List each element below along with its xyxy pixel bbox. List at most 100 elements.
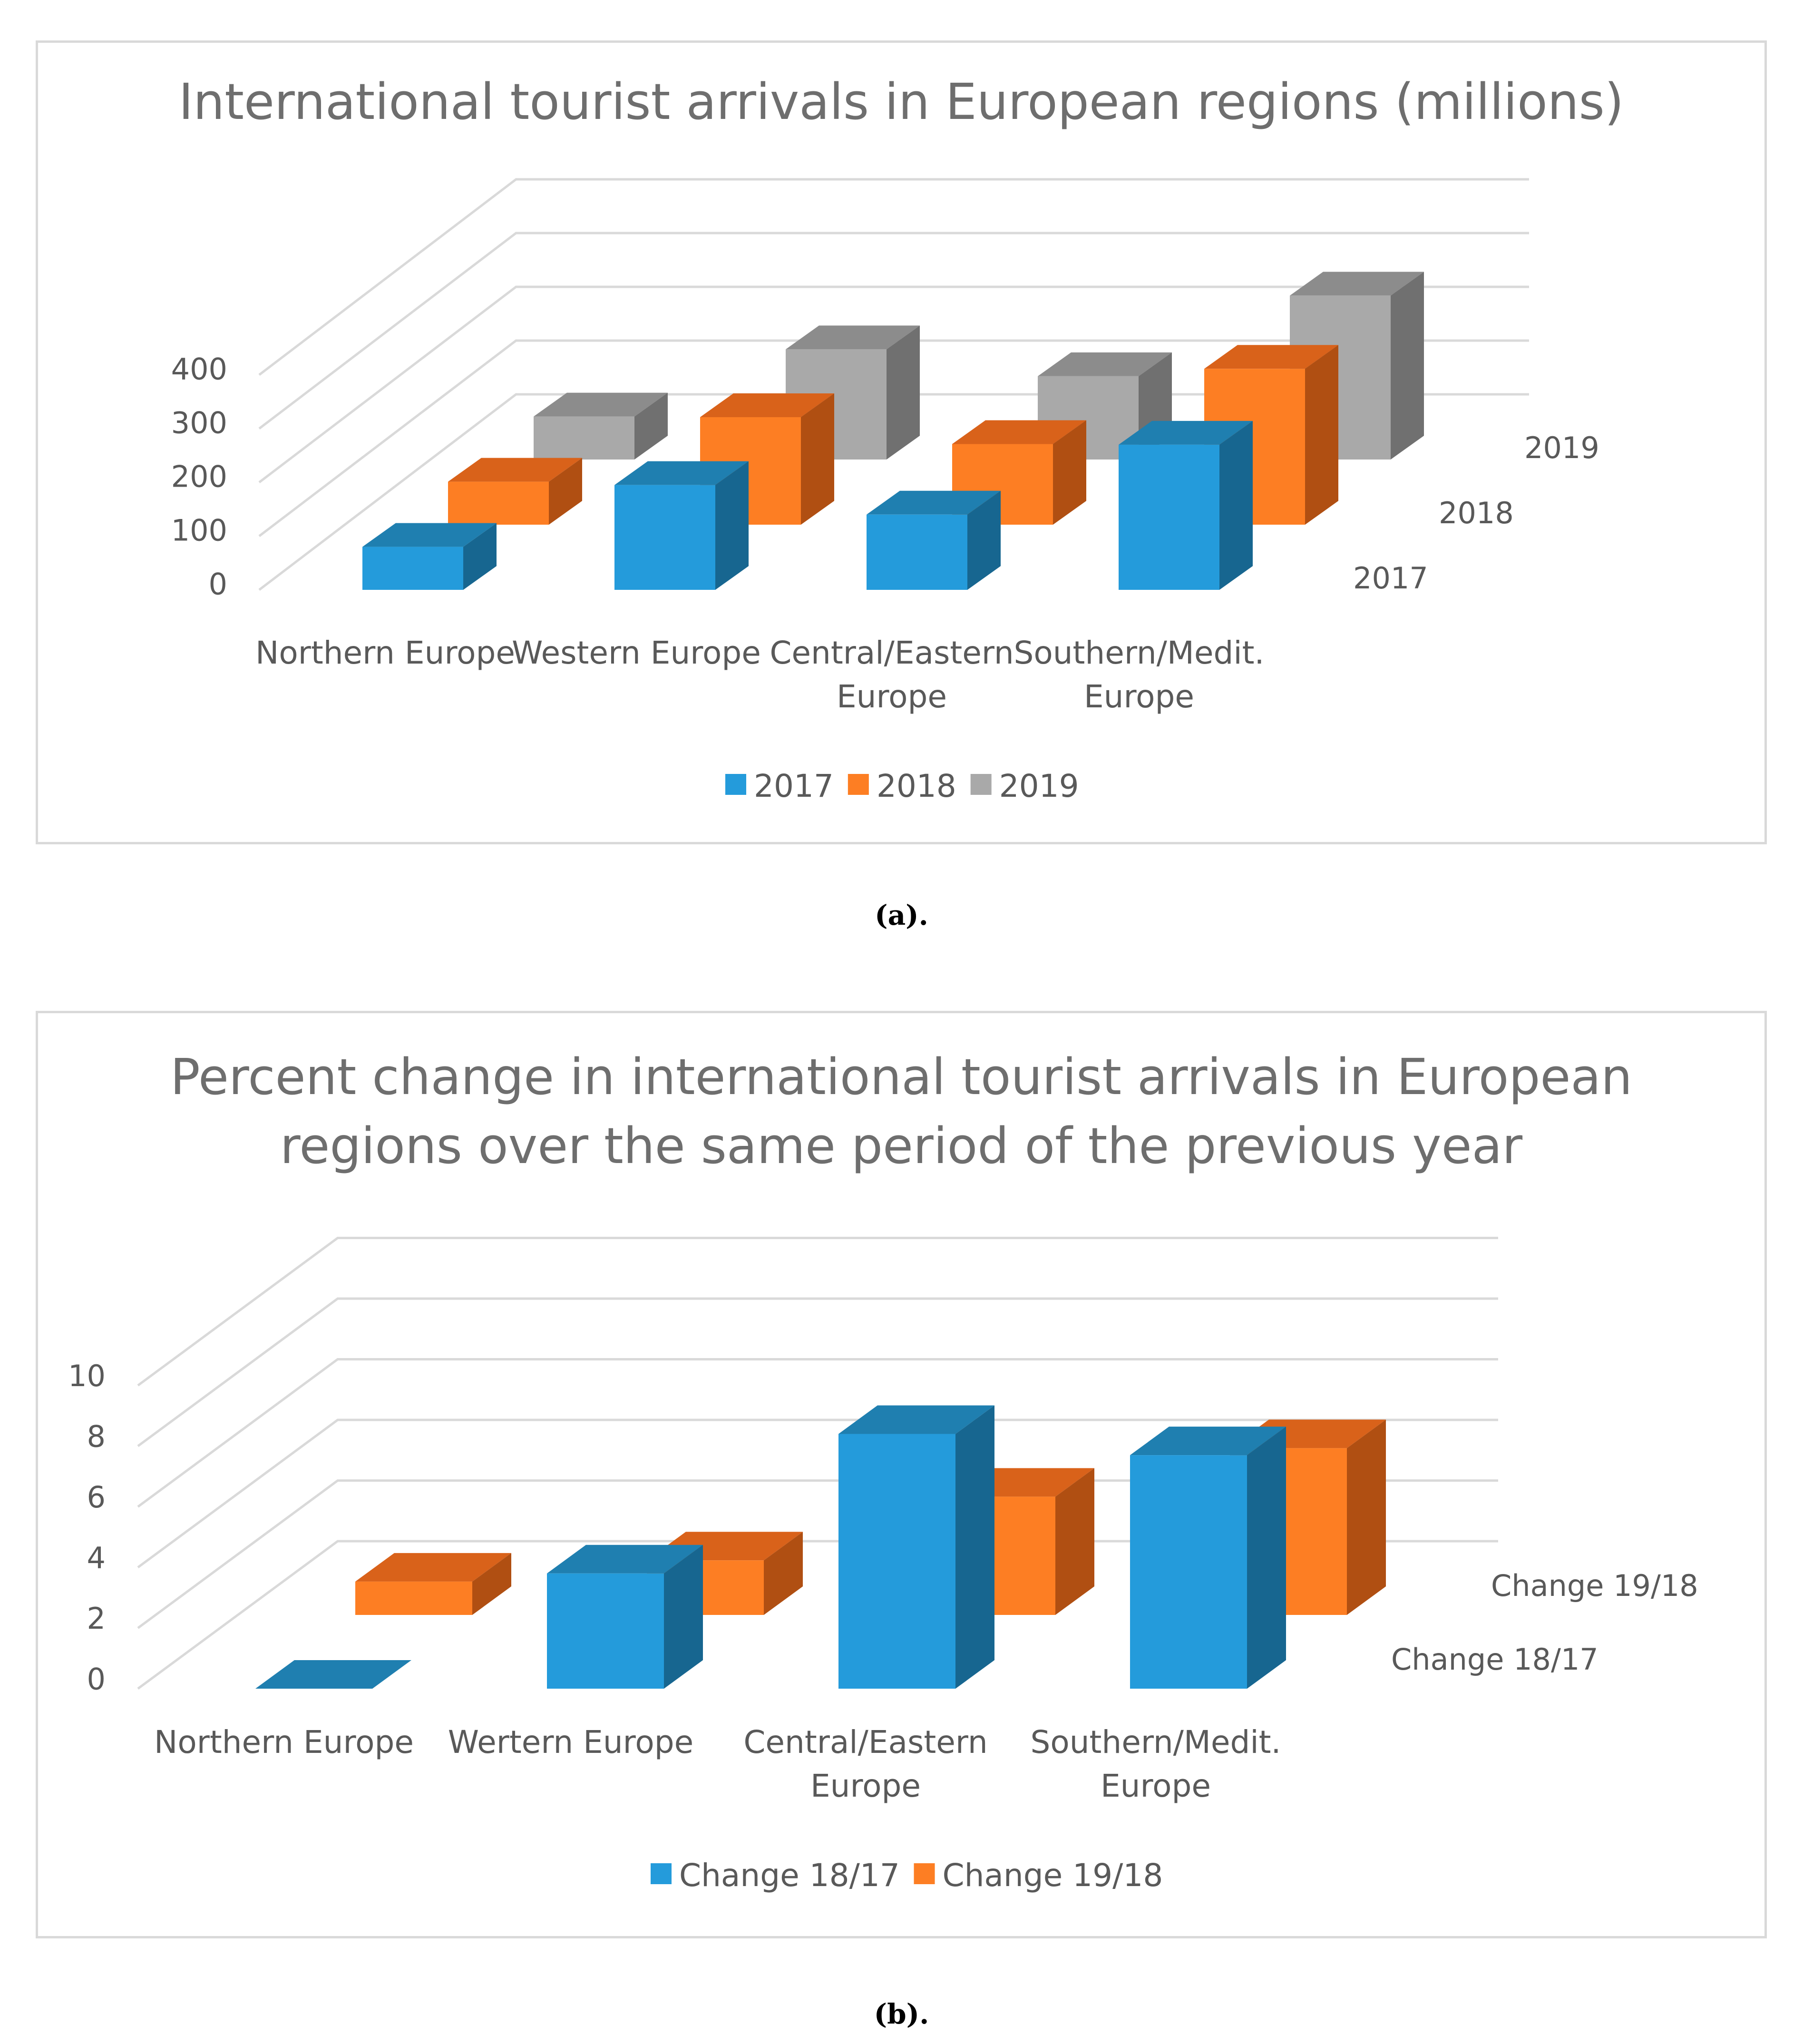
depth-label-1: 2018: [1439, 496, 1514, 530]
bar-side-face: [1055, 1468, 1094, 1615]
bar-side-face: [664, 1545, 703, 1689]
bar-front-face: [614, 485, 715, 590]
gridline-0: [258, 393, 1529, 591]
category-label-2-1: Europe: [837, 678, 947, 715]
bar-top-face: [448, 458, 582, 482]
depth-label-1: Change 19/18: [1491, 1568, 1698, 1603]
gridline-6: [137, 1358, 1498, 1508]
category-label-3-1: Europe: [1084, 678, 1194, 715]
chart-a-y-axis: 0 100 200 300 400: [171, 352, 227, 602]
gridline-400: [258, 178, 1529, 376]
bar-front-face: [448, 481, 549, 525]
bar-front-face: [867, 514, 967, 590]
y-tick-label-6: 6: [87, 1480, 106, 1515]
bar-change-19-18-0: [355, 1553, 511, 1615]
gridline-4: [137, 1418, 1498, 1569]
bar-change-18-17-2: [838, 1405, 994, 1689]
bar-front-face: [547, 1573, 664, 1689]
legend-label-1: 2018: [877, 768, 956, 804]
category-label-3-1: Europe: [1101, 1768, 1211, 1804]
bar-side-face: [887, 325, 920, 460]
legend-swatch-2: [970, 774, 992, 795]
caption-b: (b).: [874, 1998, 929, 2030]
bar-side-face: [1305, 345, 1338, 525]
bar-front-face: [1130, 1455, 1247, 1689]
bar-2017-3: [1119, 421, 1253, 590]
legend-swatch-0: [725, 774, 746, 795]
bar-top-face: [1119, 421, 1253, 445]
category-label-0-0: Northern Europe: [255, 635, 515, 671]
bar-side-face: [955, 1405, 994, 1689]
gridline-10: [137, 1237, 1498, 1387]
bar-side-face: [634, 392, 668, 460]
y-tick-label-200: 200: [171, 460, 227, 494]
gridline-0: [137, 1540, 1498, 1690]
bar-top-face: [952, 420, 1086, 444]
bar-side-face: [472, 1553, 511, 1615]
gridline-100: [258, 339, 1529, 537]
chart-a-legend: 2017 2018 2019: [725, 768, 1079, 804]
depth-label-0: 2017: [1353, 561, 1428, 596]
chart-b-title-line-1: Percent change in international tourist …: [170, 1048, 1632, 1106]
bar-side-face: [1219, 421, 1253, 590]
depth-label-0: Change 18/17: [1391, 1642, 1598, 1677]
depth-label-2: 2019: [1524, 430, 1599, 465]
bar-front-face: [362, 547, 463, 590]
category-label-1-0: Wertern Europe: [448, 1724, 694, 1760]
bar-side-face: [967, 490, 1001, 590]
bar-top-face: [614, 461, 749, 485]
y-tick-label-8: 8: [87, 1419, 106, 1454]
bar-2017-2: [867, 490, 1001, 590]
bar-top-face: [1204, 345, 1338, 369]
legend-label-2: 2019: [999, 768, 1079, 804]
bar-side-face: [1247, 1427, 1286, 1689]
y-tick-label-0: 0: [87, 1662, 106, 1697]
bar-side-face: [1391, 272, 1424, 460]
category-label-2-0: Central/Eastern: [770, 635, 1014, 671]
chart-b-y-axis: 0 2 4 6 8 10: [68, 1359, 106, 1697]
y-tick-label-0: 0: [209, 567, 227, 602]
bar-change-18-17-0: [255, 1660, 411, 1689]
chart-b-depth-axis: Change 18/17 Change 19/18: [1391, 1568, 1698, 1677]
bar-change-18-17-1: [547, 1545, 703, 1689]
bar-top-face: [1038, 352, 1172, 376]
chart-a-bars: [362, 272, 1424, 590]
category-label-1-0: Western Europe: [512, 635, 761, 671]
bar-front-face: [534, 416, 634, 460]
bar-side-face: [1053, 420, 1086, 525]
bar-front-face: [355, 1581, 472, 1615]
gridline-2: [137, 1479, 1498, 1629]
chart-b-bars: [255, 1405, 1386, 1689]
y-tick-label-300: 300: [171, 406, 227, 440]
chart-b-legend: Change 18/17 Change 19/18: [651, 1857, 1163, 1894]
bar-top-face: [838, 1405, 994, 1434]
bar-top-face: [547, 1545, 703, 1574]
category-label-3-0: Southern/Medit.: [1014, 635, 1264, 671]
legend-label-1: Change 19/18: [943, 1857, 1163, 1894]
gridline-8: [137, 1297, 1498, 1447]
chart-a-title: International tourist arrivals in Europe…: [179, 73, 1624, 131]
bar-top-face: [255, 1660, 411, 1689]
bar-top-face: [867, 490, 1001, 515]
chart-b: Percent change in international tourist …: [68, 1048, 1698, 1894]
bar-2017-1: [614, 461, 749, 590]
legend-label-0: Change 18/17: [679, 1857, 900, 1894]
bar-top-face: [1290, 272, 1424, 296]
chart-b-gridlines: [137, 1237, 1498, 1690]
bar-side-face: [463, 523, 497, 590]
bar-2018-0: [448, 458, 582, 525]
y-tick-label-10: 10: [68, 1359, 106, 1393]
category-label-3-0: Southern/Medit.: [1030, 1724, 1281, 1760]
chart-a: International tourist arrivals in Europe…: [171, 73, 1624, 804]
y-tick-label-400: 400: [171, 352, 227, 387]
bar-side-face: [715, 461, 749, 590]
bar-top-face: [362, 523, 497, 547]
category-label-2-0: Central/Eastern: [743, 1724, 987, 1760]
chart-b-title-line-2: regions over the same period of the prev…: [280, 1117, 1522, 1175]
bar-side-face: [764, 1532, 803, 1615]
bar-side-face: [801, 393, 834, 525]
chart-a-depth-axis: 2017 2018 2019: [1353, 430, 1599, 596]
chart-a-gridlines: [258, 178, 1529, 591]
bar-top-face: [1130, 1427, 1286, 1456]
